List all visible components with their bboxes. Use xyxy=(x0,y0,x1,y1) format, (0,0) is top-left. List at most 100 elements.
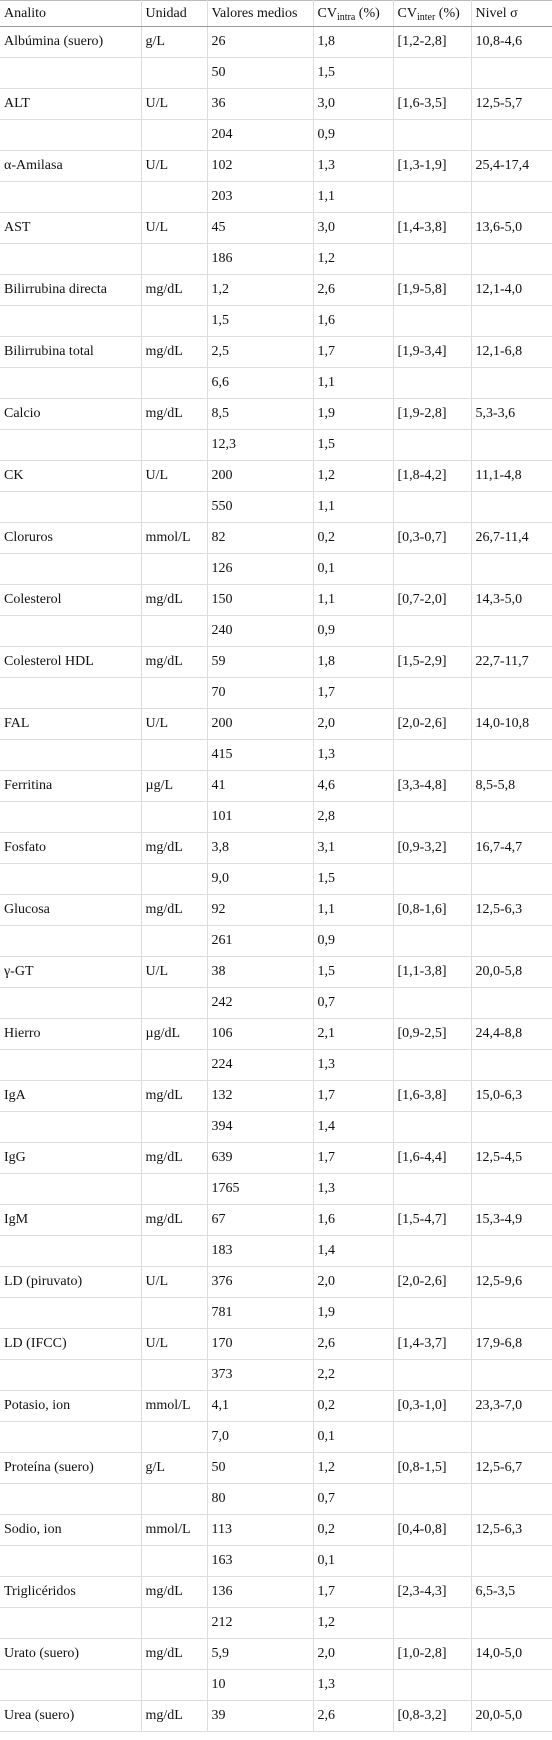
table-row: 1,5 1,6 xyxy=(0,305,552,337)
cv-intra-cell: 1,4 xyxy=(313,1235,394,1267)
cv-inter-cell: [1,3-1,9] xyxy=(393,150,472,182)
sigma-cell: 10,8-4,6 xyxy=(471,26,552,58)
cv-inter-cell xyxy=(393,987,472,1019)
unit-cell: mg/dL xyxy=(141,274,208,306)
mean-cell: 9,0 xyxy=(207,863,314,895)
table-row: 80 0,7 xyxy=(0,1483,552,1515)
sigma-cell: 12,5-6,3 xyxy=(471,1514,552,1546)
cv-inter-cell: [0,8-1,5] xyxy=(393,1452,472,1484)
table-row: 10 1,3 xyxy=(0,1669,552,1701)
unit-cell: U/L xyxy=(141,708,208,740)
analyte-cell xyxy=(0,1049,142,1081)
analyte-cell: γ-GT xyxy=(0,956,142,988)
cv-inter-cell: [0,3-1,0] xyxy=(393,1390,472,1422)
cv-intra-cell: 1,8 xyxy=(313,646,394,678)
mean-cell: 36 xyxy=(207,88,314,120)
cv-intra-cell: 0,1 xyxy=(313,1545,394,1577)
sigma-cell xyxy=(471,119,552,151)
unit-cell: mg/dL xyxy=(141,1700,208,1732)
sigma-cell xyxy=(471,57,552,89)
analyte-cell: Bilirrubina directa xyxy=(0,274,142,306)
cv-inter-cell: [1,9-2,8] xyxy=(393,398,472,430)
unit-cell xyxy=(141,1607,208,1639)
sigma-cell: 14,3-5,0 xyxy=(471,584,552,616)
cv-intra-cell: 2,6 xyxy=(313,1328,394,1360)
mean-cell: 3,8 xyxy=(207,832,314,864)
analyte-cell: Colesterol xyxy=(0,584,142,616)
cv-inter-cell xyxy=(393,243,472,275)
analyte-cell: Urato (suero) xyxy=(0,1638,142,1670)
table-row: 242 0,7 xyxy=(0,987,552,1019)
unit-cell xyxy=(141,1359,208,1391)
cv-intra-cell: 0,1 xyxy=(313,553,394,585)
analyte-cell: Bilirrubina total xyxy=(0,336,142,368)
analyte-cell xyxy=(0,181,142,213)
sigma-cell: 20,0-5,8 xyxy=(471,956,552,988)
table-row: 1765 1,3 xyxy=(0,1173,552,1205)
sigma-cell: 12,5-6,7 xyxy=(471,1452,552,1484)
analyte-cell: Urea (suero) xyxy=(0,1700,142,1732)
cv-inter-cell: [1,9-3,4] xyxy=(393,336,472,368)
unit-cell: mg/dL xyxy=(141,584,208,616)
table-row: 163 0,1 xyxy=(0,1545,552,1577)
mean-cell: 373 xyxy=(207,1359,314,1391)
analyte-cell xyxy=(0,987,142,1019)
sigma-cell: 12,5-5,7 xyxy=(471,88,552,120)
table-row: IgA mg/dL 132 1,7 [1,6-3,8] 15,0-6,3 xyxy=(0,1080,552,1112)
unit-cell: mg/dL xyxy=(141,1080,208,1112)
sigma-cell: 6,5-3,5 xyxy=(471,1576,552,1608)
cv-inter-cell: [1,6-3,5] xyxy=(393,88,472,120)
header-main: CV xyxy=(317,5,337,21)
mean-cell: 261 xyxy=(207,925,314,957)
sigma-cell: 25,4-17,4 xyxy=(471,150,552,182)
cv-inter-cell xyxy=(393,1235,472,1267)
analyte-cell xyxy=(0,367,142,399)
sigma-cell xyxy=(471,1421,552,1453)
unit-cell xyxy=(141,367,208,399)
table-row: 394 1,4 xyxy=(0,1111,552,1143)
analyte-cell xyxy=(0,553,142,585)
cv-intra-cell: 0,2 xyxy=(313,522,394,554)
header-subscript: inter xyxy=(416,11,436,23)
analyte-cell xyxy=(0,1173,142,1205)
sigma-cell: 20,0-5,0 xyxy=(471,1700,552,1732)
unit-cell xyxy=(141,1235,208,1267)
cv-inter-cell: [0,8-1,6] xyxy=(393,894,472,926)
cv-intra-cell: 1,5 xyxy=(313,57,394,89)
sigma-cell xyxy=(471,1235,552,1267)
cv-intra-cell: 1,3 xyxy=(313,739,394,771)
unit-cell: mg/dL xyxy=(141,336,208,368)
cv-inter-cell xyxy=(393,677,472,709)
unit-cell: U/L xyxy=(141,212,208,244)
sigma-cell: 22,7-11,7 xyxy=(471,646,552,678)
cv-intra-cell: 1,5 xyxy=(313,956,394,988)
table-row: Ferritina µg/L 41 4,6 [3,3-4,8] 8,5-5,8 xyxy=(0,770,552,802)
table-row: IgG mg/dL 639 1,7 [1,6-4,4] 12,5-4,5 xyxy=(0,1142,552,1174)
mean-cell: 126 xyxy=(207,553,314,585)
table-body: Albúmina (suero) g/L 26 1,8 [1,2-2,8] 10,8-4,… xyxy=(0,26,552,1732)
cv-intra-cell: 1,7 xyxy=(313,677,394,709)
analyte-cell xyxy=(0,1669,142,1701)
cv-inter-cell: [0,3-0,7] xyxy=(393,522,472,554)
table-row: 7,0 0,1 xyxy=(0,1421,552,1453)
unit-cell xyxy=(141,677,208,709)
cv-inter-cell: [1,5-4,7] xyxy=(393,1204,472,1236)
table-row: FAL U/L 200 2,0 [2,0-2,6] 14,0-10,8 xyxy=(0,708,552,740)
table-row: Calcio mg/dL 8,5 1,9 [1,9-2,8] 5,3-3,6 xyxy=(0,398,552,430)
table-row: Urato (suero) mg/dL 5,9 2,0 [1,0-2,8] 14,0-5,… xyxy=(0,1638,552,1670)
table-row: Cloruros mmol/L 82 0,2 [0,3-0,7] 26,7-11,4 xyxy=(0,522,552,554)
table-row: 781 1,9 xyxy=(0,1297,552,1329)
analyte-cell: Calcio xyxy=(0,398,142,430)
header-cell: CVintra (%) xyxy=(313,0,394,27)
analyte-cell: Cloruros xyxy=(0,522,142,554)
mean-cell: 224 xyxy=(207,1049,314,1081)
cv-intra-cell: 1,3 xyxy=(313,1669,394,1701)
cv-inter-cell: [3,3-4,8] xyxy=(393,770,472,802)
table-row: Albúmina (suero) g/L 26 1,8 [1,2-2,8] 10,8-4,… xyxy=(0,26,552,58)
cv-inter-cell xyxy=(393,491,472,523)
cv-inter-cell: [0,4-0,8] xyxy=(393,1514,472,1546)
cv-inter-cell: [2,0-2,6] xyxy=(393,1266,472,1298)
unit-cell: g/L xyxy=(141,26,208,58)
table-row: 101 2,8 xyxy=(0,801,552,833)
cv-intra-cell: 1,3 xyxy=(313,1049,394,1081)
